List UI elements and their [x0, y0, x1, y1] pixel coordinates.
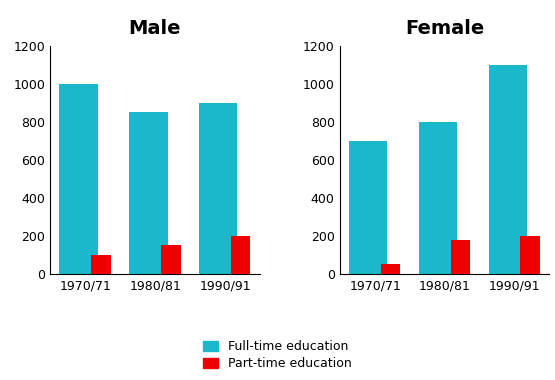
Legend: Full-time education, Part-time education: Full-time education, Part-time education — [199, 337, 356, 374]
Bar — [129, 112, 168, 274]
Bar — [231, 236, 250, 274]
Title: Male: Male — [129, 19, 181, 38]
Bar — [488, 65, 527, 274]
Bar — [419, 122, 457, 274]
Bar — [451, 241, 470, 274]
Bar — [161, 245, 180, 274]
Bar — [349, 141, 387, 274]
Title: Female: Female — [405, 19, 484, 38]
Bar — [199, 103, 238, 274]
Bar — [521, 236, 540, 274]
Bar — [59, 84, 98, 274]
Bar — [381, 264, 400, 274]
Bar — [91, 255, 111, 274]
